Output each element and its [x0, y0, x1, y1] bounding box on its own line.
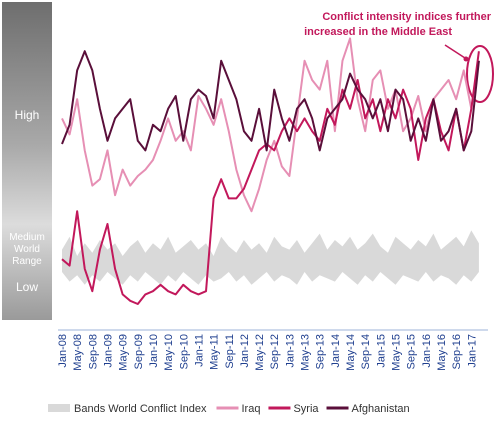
x-tick-label: May-13: [300, 334, 312, 371]
x-tick-label: Jan-16: [421, 334, 433, 368]
x-tick-label: May-15: [391, 334, 403, 371]
legend-label: Afghanistan: [352, 403, 410, 415]
arrow-head: [463, 56, 469, 62]
x-tick-label: Sep-15: [406, 334, 418, 369]
x-tick-label: Sep-16: [451, 334, 463, 369]
x-tick-label: Jan-08: [57, 334, 69, 368]
x-tick-label: Jan-15: [375, 334, 387, 368]
x-tick-label: Jan-11: [193, 334, 205, 367]
x-tick-label: May-12: [254, 334, 266, 371]
x-tick-label: Jan-10: [148, 334, 160, 368]
x-tick-label: Sep-13: [315, 334, 327, 369]
x-tick-label: Jan-14: [330, 334, 342, 368]
x-tick-label: Jan-12: [239, 334, 251, 368]
low-label: Low: [16, 280, 38, 294]
legend-label: Iraq: [241, 403, 260, 415]
x-tick-label: May-14: [345, 334, 357, 371]
x-tick-label: Jan-13: [284, 334, 296, 368]
highlight-ellipse: [466, 45, 494, 103]
legend-label: Bands World Conflict Index: [74, 403, 207, 415]
x-tick-label: Sep-08: [87, 334, 99, 369]
series-line: [61, 37, 480, 213]
x-tick-label: May-11: [209, 334, 221, 370]
annotation: Conflict intensity indices further: [322, 11, 491, 23]
series-line: [61, 50, 480, 152]
range-bar: [2, 2, 52, 320]
medium-label: World: [14, 244, 40, 255]
x-tick-label: Sep-11: [224, 334, 236, 369]
medium-label: Medium: [9, 232, 45, 243]
series-line: [61, 51, 480, 305]
x-tick-label: Sep-09: [133, 334, 145, 369]
medium-label: Range: [12, 256, 42, 267]
x-tick-label: Sep-10: [178, 334, 190, 369]
x-tick-label: Sep-14: [360, 334, 372, 369]
x-tick-label: May-08: [72, 334, 84, 371]
world-range-band: [62, 230, 479, 285]
x-tick-label: May-10: [163, 334, 175, 371]
high-label: High: [15, 108, 40, 122]
x-tick-label: Sep-12: [269, 334, 281, 369]
x-tick-label: Jan-17: [466, 334, 478, 368]
x-tick-label: May-09: [118, 334, 130, 371]
legend-label: Syria: [293, 403, 319, 415]
legend-swatch: [48, 404, 70, 412]
x-tick-label: Jan-09: [102, 334, 114, 368]
annotation: increased in the Middle East: [304, 26, 452, 38]
arrow: [444, 44, 466, 59]
x-tick-label: May-16: [436, 334, 448, 371]
